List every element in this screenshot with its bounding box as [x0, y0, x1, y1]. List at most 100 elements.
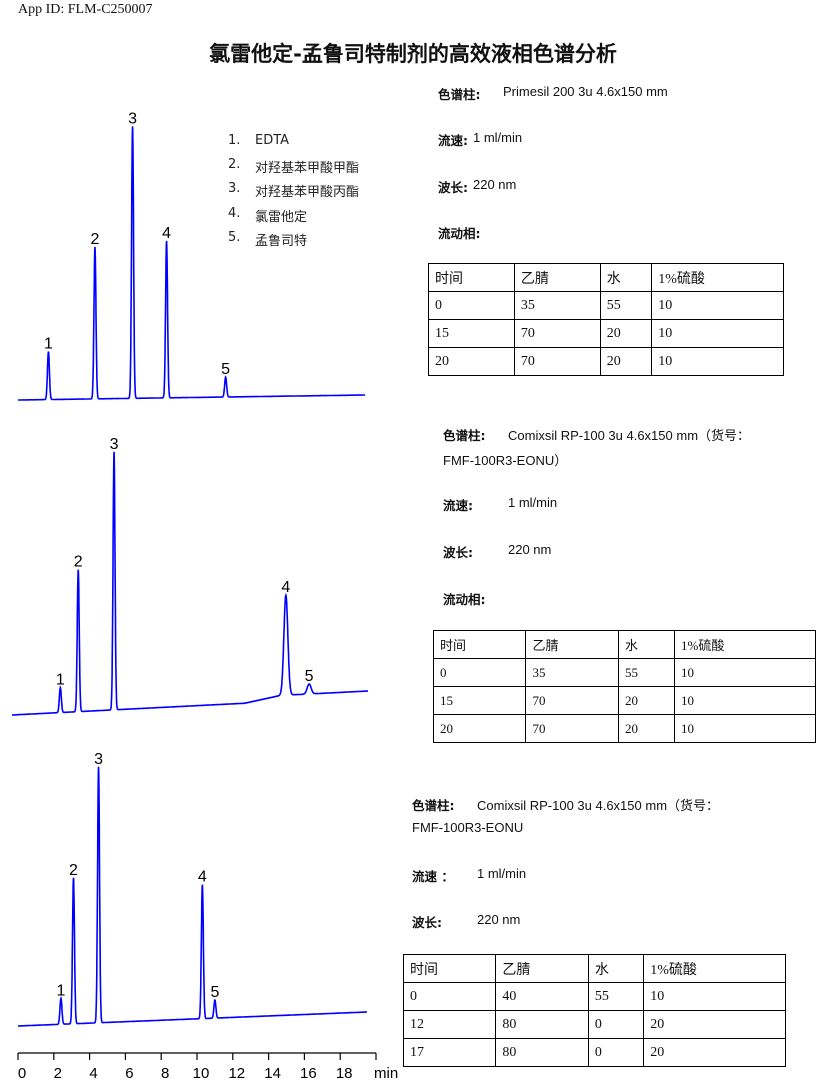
mobile-phase-label: 流动相:	[443, 592, 486, 607]
mobile-phase-table: 时间 乙腈水 1%硫酸 0 35 55 10 15 70 20 10 20 70 20 10	[432, 630, 817, 743]
cell: 0	[587, 1010, 645, 1039]
x-tick-label: 18	[336, 1065, 353, 1082]
peak-label: 3	[128, 110, 137, 127]
x-tick-label: 12	[228, 1065, 245, 1082]
header-cell: 乙腈	[495, 954, 589, 983]
cell: 80	[495, 1010, 589, 1039]
cell: 55	[599, 291, 653, 320]
header-cell: 时间	[428, 263, 515, 292]
column-value-continued: FMF-100R3-EONU）	[443, 453, 568, 468]
legend-name: 氯雷他定	[255, 210, 308, 225]
cell: 10	[651, 319, 784, 348]
chromatogram-trace	[18, 126, 366, 401]
cell: 12	[402, 1010, 497, 1039]
header-cell: 水	[587, 954, 645, 983]
x-tick-label: 10	[193, 1065, 210, 1082]
peak-label: 5	[210, 984, 219, 1001]
flow-label: 流速:	[438, 133, 468, 148]
legend-name: 对羟基苯甲酸甲酯	[255, 161, 360, 176]
cell: 40	[495, 982, 589, 1011]
cell: 70	[525, 714, 619, 743]
table-row: 20 70 20 10	[428, 347, 784, 376]
mobile-phase-table: 时间 乙腈水 1%硫酸 0 35 55 10 15 70 20 10 20 70 20 10	[428, 263, 784, 376]
legend-num: 1.	[228, 133, 241, 148]
cell: 10	[651, 347, 784, 376]
legend-num: 4.	[228, 206, 241, 221]
x-tick-label: 0	[18, 1065, 26, 1082]
cell: 20	[599, 347, 653, 376]
cell: 70	[525, 686, 619, 715]
header-cell: 水	[617, 630, 675, 659]
peak-label: 4	[198, 869, 207, 886]
peak-label: 1	[44, 336, 53, 353]
header-cell: 1%硫酸	[673, 630, 817, 659]
cell: 10	[673, 686, 817, 715]
column-value: Primesil 200 3u 4.6x150 mm	[503, 84, 668, 99]
x-axis-label: min	[374, 1065, 398, 1082]
cell: 20	[617, 686, 675, 715]
chromatogram-trace	[12, 451, 368, 716]
table-row: 12 80 0 20	[402, 1010, 786, 1039]
header-cell: 1%硫酸	[643, 954, 786, 983]
cell: 20	[428, 347, 515, 376]
table-row: 15 70 20 10	[428, 319, 784, 348]
table-header-row: 时间 乙腈水 1%硫酸	[428, 263, 784, 292]
flow-value: 1 ml/min	[473, 130, 523, 145]
column-label: 色谱柱:	[438, 87, 481, 102]
flow-value: 1 ml/min	[508, 495, 558, 510]
flow-label: 流速:	[443, 498, 473, 513]
peak-label: 3	[94, 751, 103, 768]
legend-name: 孟鲁司特	[255, 234, 308, 249]
cell: 10	[673, 658, 817, 687]
wavelength-value: 220 nm	[473, 177, 517, 192]
app-id: App ID: FLM-C250007	[18, 2, 153, 17]
cell: 20	[432, 714, 527, 743]
column-value: Comixsil RP-100 3u 4.6x150 mm（货号：	[477, 798, 720, 813]
cell: 20	[643, 1038, 786, 1067]
x-tick-label: 6	[125, 1065, 133, 1082]
peak-label: 3	[110, 436, 119, 453]
table-row: 0 35 55 10	[428, 291, 784, 320]
table-row: 0 35 55 10	[432, 658, 817, 687]
page-title: 氯雷他定-孟鲁司特制剂的高效液相色谱分析	[209, 42, 617, 66]
flow-value: 1 ml/min	[477, 866, 527, 881]
column-value-continued: FMF-100R3-EONU	[412, 820, 524, 835]
cell: 10	[673, 714, 817, 743]
x-tick-label: 14	[264, 1065, 281, 1082]
cell: 80	[495, 1038, 589, 1067]
cell: 10	[651, 291, 784, 320]
cell: 55	[617, 658, 675, 687]
table-header-row: 时间 乙腈水 1%硫酸	[432, 630, 817, 659]
table-row: 15 70 20 10	[432, 686, 817, 715]
cell: 15	[428, 319, 515, 348]
peak-label: 1	[56, 672, 65, 689]
peak-label: 2	[69, 862, 78, 879]
wavelength-label: 波长:	[412, 915, 442, 930]
x-tick-label: 2	[54, 1065, 62, 1082]
header-cell: 乙腈	[513, 263, 601, 292]
header-cell: 水	[599, 263, 653, 292]
wavelength-label: 波长:	[443, 545, 473, 560]
wavelength-value: 220 nm	[508, 542, 552, 557]
cell: 0	[587, 1038, 645, 1067]
peak-label: 4	[281, 579, 290, 596]
cell: 35	[513, 291, 601, 320]
header-cell: 时间	[402, 954, 497, 983]
legend-num: 3.	[228, 181, 241, 196]
header-cell: 时间	[432, 630, 527, 659]
table-row: 20 70 20 10	[432, 714, 817, 743]
legend-num: 2.	[228, 157, 241, 172]
peak-label: 4	[162, 225, 171, 242]
wavelength-value: 220 nm	[477, 912, 521, 927]
column-label: 色谱柱:	[443, 428, 486, 443]
wavelength-label: 波长:	[438, 180, 468, 195]
x-tick-label: 16	[300, 1065, 317, 1082]
cell: 70	[513, 347, 601, 376]
cell: 0	[402, 982, 497, 1011]
cell: 20	[617, 714, 675, 743]
x-tick-label: 4	[89, 1065, 97, 1082]
chromatogram-trace	[18, 766, 367, 1027]
cell: 35	[525, 658, 619, 687]
